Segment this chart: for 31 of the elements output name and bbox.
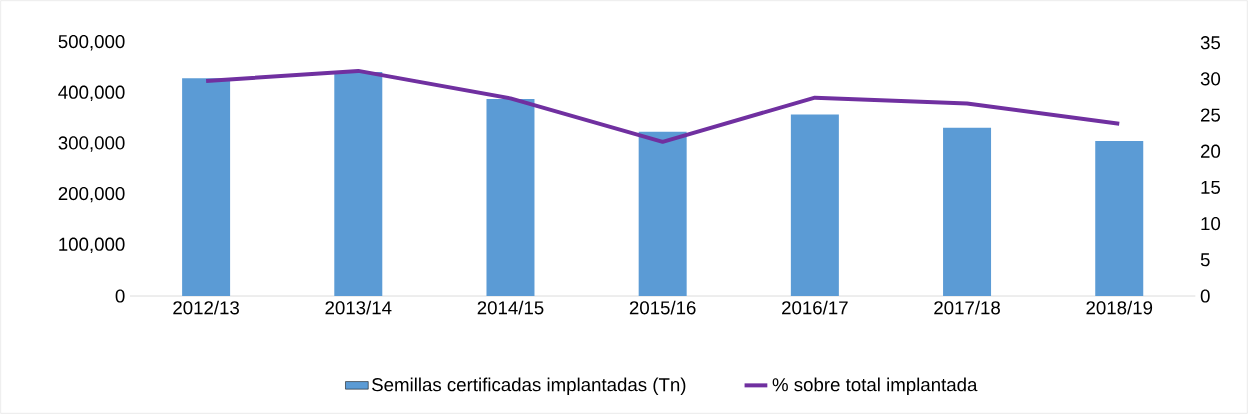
bar — [334, 72, 383, 296]
bar — [790, 114, 839, 296]
x-tick-label: 2018/19 — [1086, 300, 1153, 315]
x-tick-label: 2013/14 — [325, 300, 392, 315]
x-tick-label: 2016/17 — [782, 300, 848, 315]
x-tick-label: 2012/13 — [173, 300, 239, 315]
bar — [486, 98, 535, 296]
bar — [1095, 140, 1144, 296]
x-tick-label: 2017/18 — [934, 300, 1000, 315]
y-tick-label: 200,000 — [58, 186, 125, 203]
x-tick-label: 2014/15 — [477, 300, 544, 315]
y-tick-label: 400,000 — [58, 85, 125, 102]
y-tick-label: 0 — [115, 289, 125, 303]
bar — [638, 131, 687, 296]
legend-label: % sobre total implantada — [772, 377, 978, 395]
y-tick-label: 100,000 — [59, 237, 125, 254]
y-tick-label: 500,000 — [58, 34, 125, 51]
line-series — [204, 68, 1122, 144]
y2-tick-label: 15 — [1201, 180, 1221, 194]
y-tick-label: 300,000 — [58, 136, 125, 152]
y2-tick-label: 5 — [1200, 253, 1210, 267]
y2-tick-label: 20 — [1200, 144, 1221, 158]
x-tick-label: 2015/16 — [629, 300, 696, 315]
bar — [943, 127, 992, 296]
bar — [182, 78, 231, 296]
legend-label: Semillas certificadas implantadas (Tn) — [372, 377, 686, 395]
y2-tick-label: 25 — [1200, 108, 1221, 122]
y2-tick-label: 35 — [1200, 36, 1221, 50]
y2-tick-label: 0 — [1200, 289, 1210, 303]
y2-tick-label: 10 — [1201, 217, 1221, 231]
y2-tick-label: 30 — [1200, 72, 1221, 86]
